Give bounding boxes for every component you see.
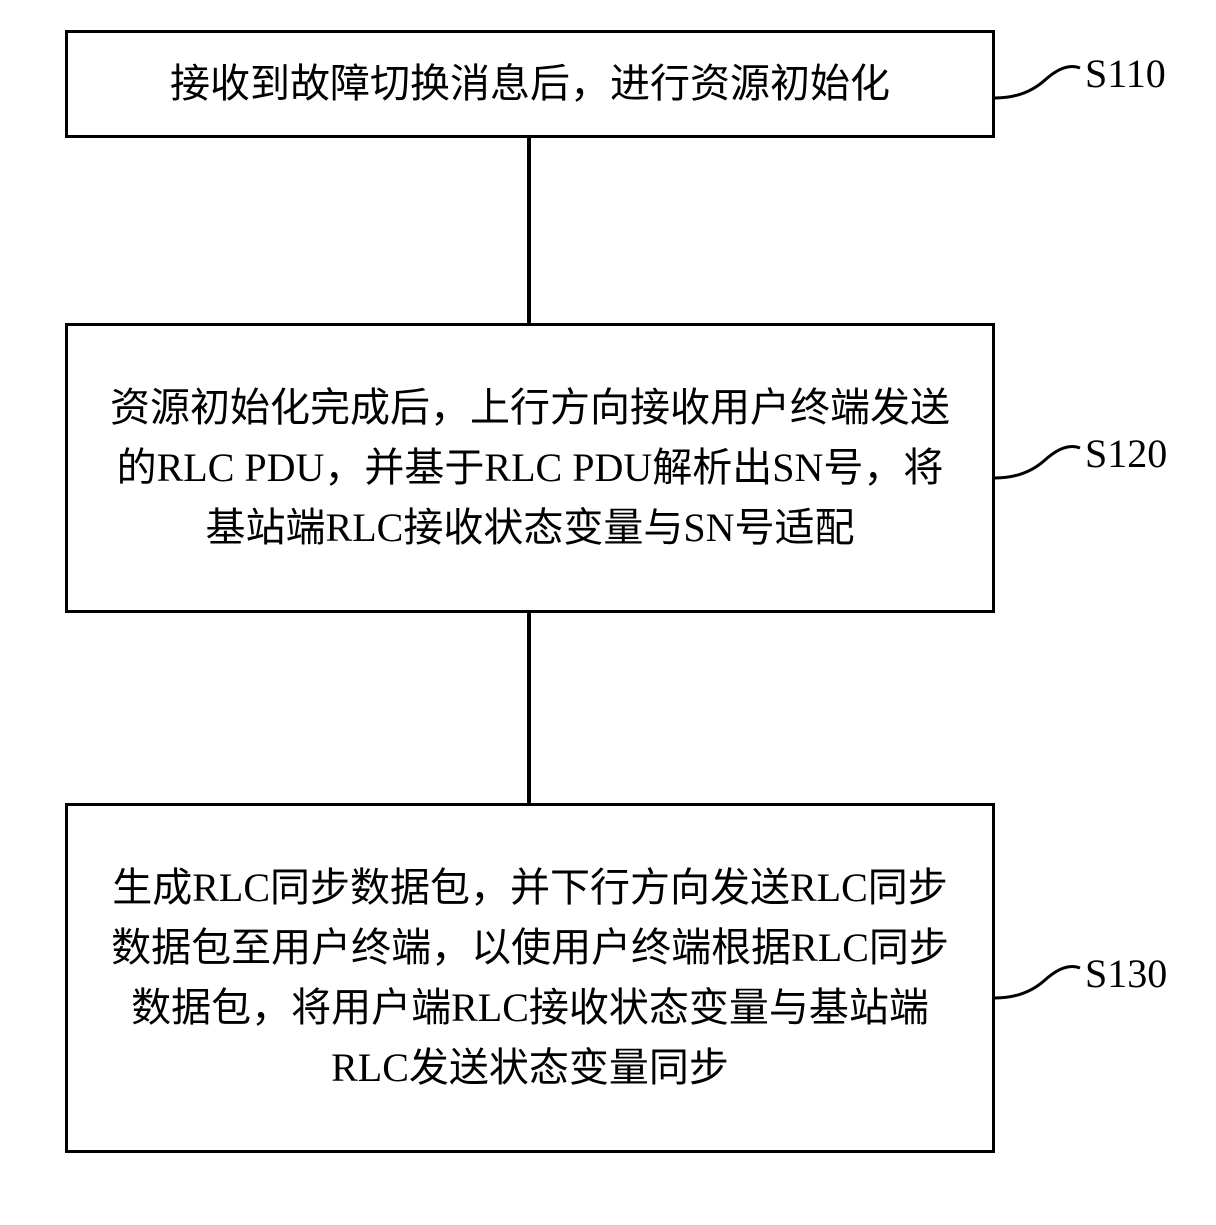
step-label-2: S120 — [1085, 430, 1167, 477]
step-label-3: S130 — [1085, 950, 1167, 997]
flowchart-node-3-text: 生成RLC同步数据包，并下行方向发送RLC同步数据包至用户终端，以使用户终端根据… — [98, 858, 962, 1098]
edge-2-3 — [527, 613, 531, 803]
flowchart-node-1: 接收到故障切换消息后，进行资源初始化 — [65, 30, 995, 138]
label-connector-3 — [995, 950, 1085, 1010]
label-connector-1 — [995, 50, 1085, 110]
flowchart-node-3: 生成RLC同步数据包，并下行方向发送RLC同步数据包至用户终端，以使用户终端根据… — [65, 803, 995, 1153]
flowchart-container: 接收到故障切换消息后，进行资源初始化 S110 资源初始化完成后，上行方向接收用… — [0, 0, 1216, 1225]
flowchart-node-2-text: 资源初始化完成后，上行方向接收用户终端发送的RLC PDU，并基于RLC PDU… — [98, 378, 962, 558]
label-connector-2 — [995, 430, 1085, 490]
step-label-1: S110 — [1085, 50, 1166, 97]
flowchart-node-2: 资源初始化完成后，上行方向接收用户终端发送的RLC PDU，并基于RLC PDU… — [65, 323, 995, 613]
edge-1-2 — [527, 138, 531, 323]
flowchart-node-1-text: 接收到故障切换消息后，进行资源初始化 — [170, 54, 890, 114]
